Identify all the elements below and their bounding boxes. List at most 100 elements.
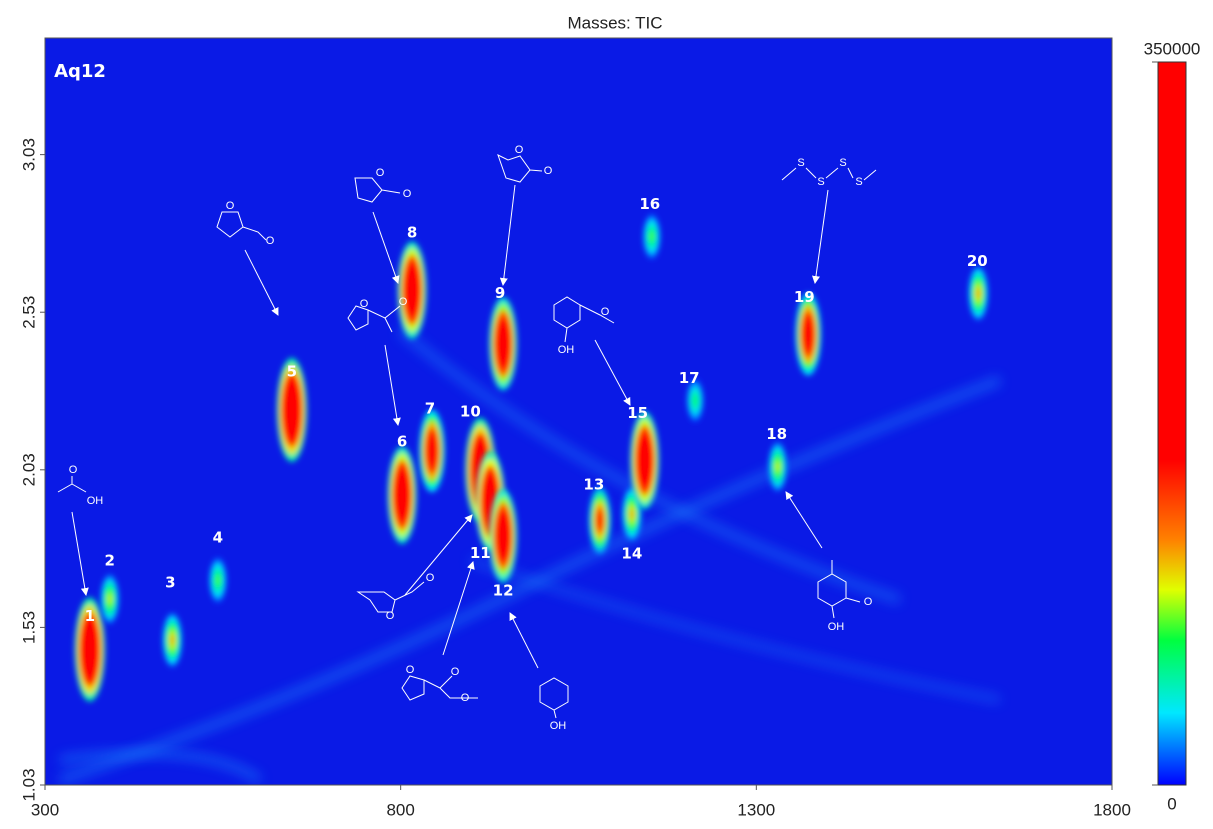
peak-label: 9 xyxy=(495,284,505,302)
atom-label: O xyxy=(461,692,470,704)
peak-contour xyxy=(501,529,506,543)
background-streaks xyxy=(58,326,1002,785)
structure xyxy=(347,305,401,333)
atom-label: O xyxy=(399,296,408,308)
peak xyxy=(475,451,505,552)
peak-label: 18 xyxy=(766,425,787,443)
atom-label: O xyxy=(266,235,275,247)
peak-label: 2 xyxy=(105,552,115,570)
peak xyxy=(968,266,989,321)
peak-label: 16 xyxy=(639,195,660,213)
atom-label: S xyxy=(817,176,824,188)
y-tick-label: 2.03 xyxy=(19,453,38,486)
peak-label: 17 xyxy=(679,369,700,387)
peak xyxy=(642,213,661,260)
plot-frame xyxy=(44,37,1113,786)
peak xyxy=(100,574,120,624)
atom-label: O xyxy=(406,664,415,676)
peak-label: 12 xyxy=(493,582,514,600)
arrow xyxy=(404,514,473,596)
peak-label: 20 xyxy=(967,252,988,270)
peak xyxy=(209,557,227,603)
peak-label: 15 xyxy=(627,404,648,422)
peak-contour xyxy=(400,488,405,502)
peak-contour xyxy=(410,283,415,298)
peak-contour xyxy=(650,233,654,240)
peak-contour xyxy=(430,445,434,457)
peak-contour xyxy=(216,576,220,584)
peak xyxy=(489,297,517,391)
atom-label: O xyxy=(544,165,553,177)
peak-label: 5 xyxy=(287,362,297,380)
atom-label: S xyxy=(797,157,804,169)
peak xyxy=(630,411,659,510)
chart-title: Masses: TIC xyxy=(567,13,662,32)
atom-label: OH xyxy=(558,344,575,356)
arrow xyxy=(442,561,475,656)
peak-label: 19 xyxy=(794,288,815,306)
peak xyxy=(387,446,417,544)
peak xyxy=(795,293,821,376)
arrow xyxy=(812,189,829,284)
colorbar-tick-label: 0 xyxy=(1167,794,1176,813)
atom-label: OH xyxy=(550,720,567,732)
sample-label: Aq12 xyxy=(54,61,106,82)
peak-label: 10 xyxy=(460,402,481,420)
atom-label: O xyxy=(226,200,235,212)
y-tick-label: 1.03 xyxy=(19,768,38,801)
peak-contour xyxy=(693,397,697,404)
peak-label: 7 xyxy=(425,399,435,417)
atom-label: O xyxy=(515,144,524,156)
structure xyxy=(539,677,569,719)
peak xyxy=(397,241,427,339)
peak xyxy=(74,597,105,702)
peak-contour xyxy=(501,337,506,351)
peak-label: 4 xyxy=(213,529,223,547)
peak-contour xyxy=(598,515,602,526)
x-tick-label: 1800 xyxy=(1093,800,1131,819)
arrow xyxy=(244,249,279,316)
structure xyxy=(356,581,425,613)
colorbar xyxy=(1157,61,1187,786)
peaks xyxy=(74,213,989,702)
peak xyxy=(588,486,611,554)
arrow xyxy=(499,184,516,286)
peak xyxy=(162,612,183,668)
peak-contour xyxy=(642,453,647,468)
peak-contour xyxy=(108,595,112,603)
atom-label: OH xyxy=(828,621,845,633)
arrow xyxy=(71,511,89,596)
y-tick-label: 3.03 xyxy=(19,138,38,171)
atom-label: O xyxy=(601,306,610,318)
atom-label: O xyxy=(451,666,460,678)
peak-label: 6 xyxy=(397,433,407,451)
peak xyxy=(768,441,787,492)
atom-label: O xyxy=(69,464,78,476)
y-tick-label: 2.53 xyxy=(19,296,38,329)
x-tick-label: 800 xyxy=(386,800,414,819)
atom-label: O xyxy=(864,596,873,608)
peak-contour xyxy=(87,642,92,657)
peak-contour xyxy=(630,510,634,518)
peak-contour xyxy=(289,402,294,418)
colorbar-tick-label: 350000 xyxy=(1144,39,1201,58)
y-tick-label: 1.53 xyxy=(19,611,38,644)
arrow xyxy=(372,211,400,284)
peak xyxy=(419,409,445,493)
plot-background xyxy=(45,38,1112,785)
structure xyxy=(216,211,267,241)
structure xyxy=(354,177,401,203)
peak-contour xyxy=(806,328,811,341)
structure xyxy=(497,154,543,183)
structure xyxy=(781,167,877,181)
atom-label: O xyxy=(386,610,395,622)
atom-label: O xyxy=(426,572,435,584)
peak-contour xyxy=(488,494,493,509)
arrow xyxy=(384,344,401,426)
x-tick-label: 1300 xyxy=(737,800,775,819)
peak xyxy=(276,357,307,462)
peak-contour xyxy=(776,463,779,471)
atom-label: O xyxy=(360,298,369,310)
peak-label: 11 xyxy=(470,544,491,562)
